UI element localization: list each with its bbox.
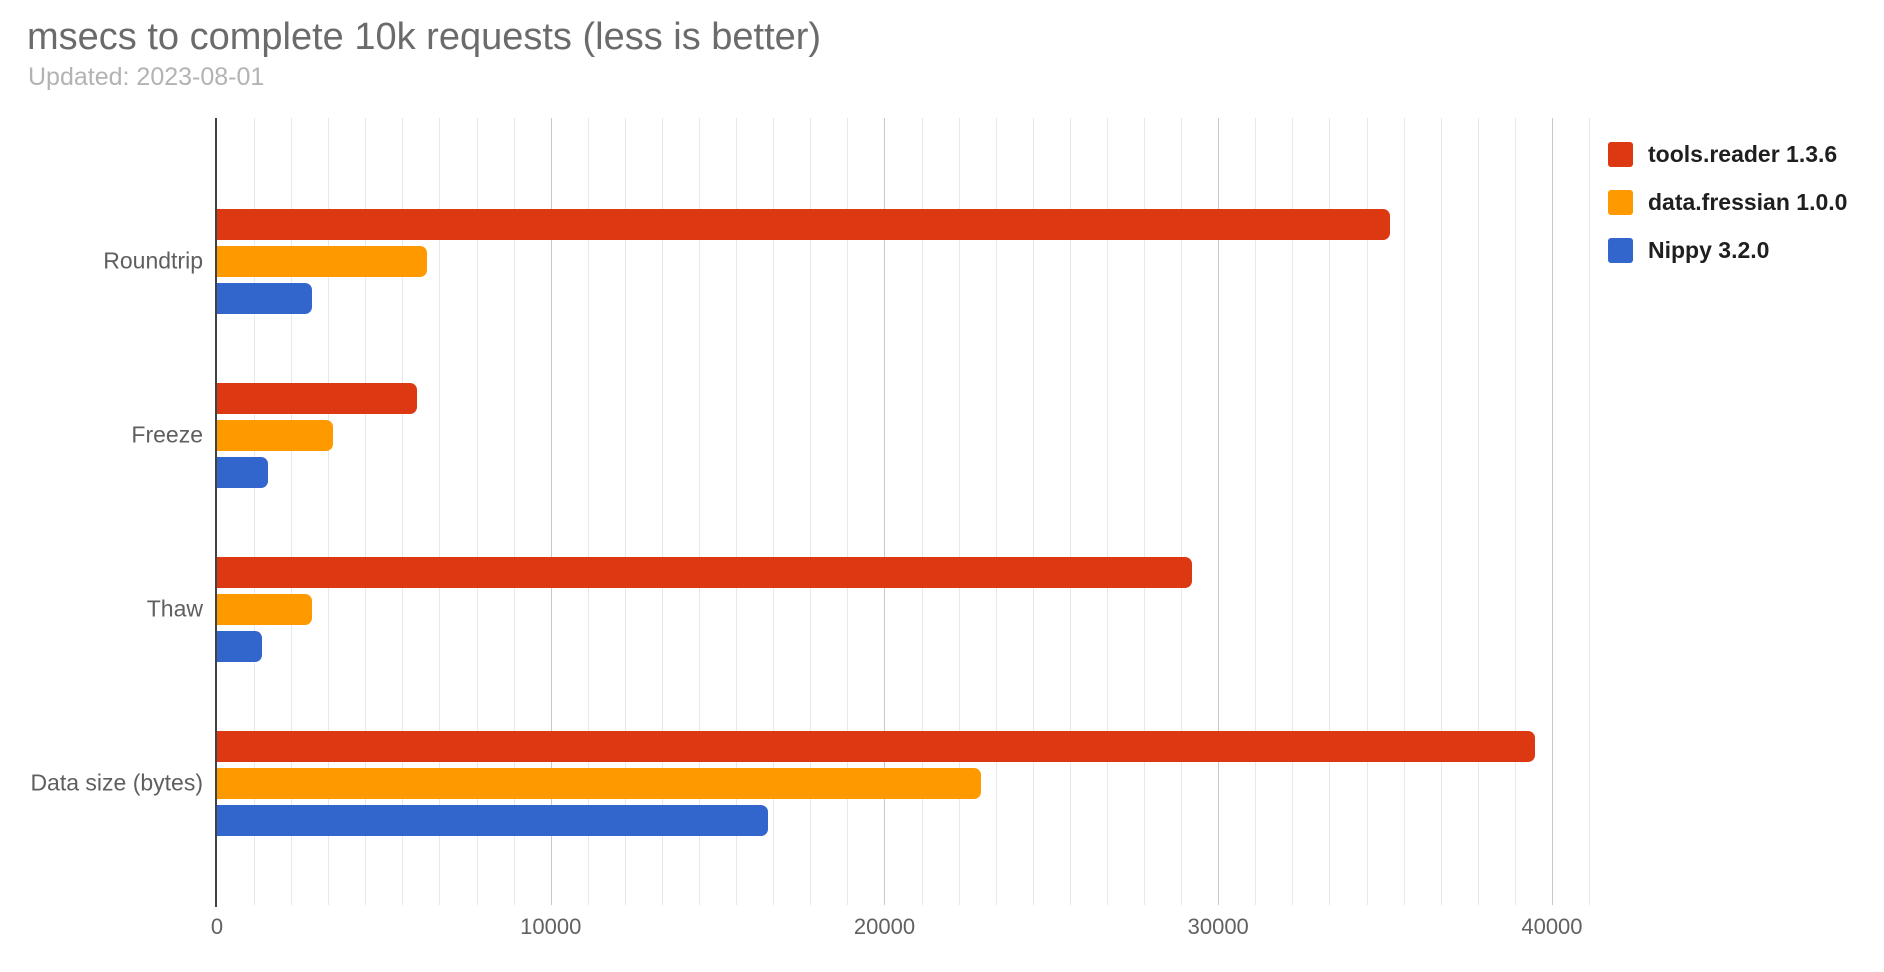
legend-label-tools-reader-1-3-6: tools.reader 1.3.6 [1648, 141, 1838, 167]
bar-freeze-tools-reader-1-3-6[interactable] [217, 383, 418, 414]
minor-gridline [995, 118, 997, 905]
minor-gridline [661, 118, 663, 905]
minor-gridline [1366, 118, 1368, 905]
minor-gridline [921, 118, 923, 905]
bar-data-size-bytes-nippy-3-2-0[interactable] [217, 805, 768, 836]
plot-area: 0 10000 20000 30000 40000 Roundtrip Freeze Thaw… [30, 118, 1592, 939]
bar-freeze-data-fressian-1-0-0[interactable] [217, 420, 333, 451]
chart-subtitle: Updated: 2023-08-01 [28, 63, 265, 91]
bar-data-size-bytes-data-fressian-1-0-0[interactable] [217, 768, 982, 799]
minor-gridline [1477, 118, 1479, 905]
minor-gridline [1292, 118, 1294, 905]
minor-gridline [1106, 118, 1108, 905]
legend: tools.reader 1.3.6 data.fressian 1.0.0 Nip… [1608, 141, 1847, 264]
minor-gridline [1589, 118, 1591, 905]
x-tick-label-10000: 10000 [520, 914, 582, 939]
minor-gridline [254, 118, 256, 905]
x-tick-label-30000: 30000 [1187, 914, 1249, 939]
minor-gridline [476, 118, 478, 905]
major-gridline [550, 118, 552, 905]
x-tick-label-40000: 40000 [1521, 914, 1583, 939]
category-label-roundtrip: Roundtrip [103, 247, 203, 274]
minor-gridline [328, 118, 330, 905]
bar-thaw-nippy-3-2-0[interactable] [217, 631, 263, 662]
minor-gridline [847, 118, 849, 905]
minor-gridline [773, 118, 775, 905]
legend-label-data-fressian-1-0-0: data.fressian 1.0.0 [1648, 189, 1848, 215]
major-gridline [1551, 118, 1553, 905]
x-tick-label-20000: 20000 [853, 914, 916, 939]
minor-gridline [624, 118, 626, 905]
major-gridline [1218, 118, 1220, 905]
legend-swatch-data-fressian-1-0-0 [1608, 190, 1633, 215]
x-tick-label-0: 0 [210, 914, 224, 939]
bar-thaw-data-fressian-1-0-0[interactable] [217, 594, 312, 625]
minor-gridline [1514, 118, 1516, 905]
legend-item-tools-reader-1-3-6: tools.reader 1.3.6 [1608, 141, 1847, 168]
minor-gridline [1181, 118, 1183, 905]
minor-gridline [958, 118, 960, 905]
bar-data-size-bytes-tools-reader-1-3-6[interactable] [217, 731, 1536, 762]
bar-roundtrip-data-fressian-1-0-0[interactable] [217, 246, 428, 277]
minor-gridline [736, 118, 738, 905]
category-label-freeze: Freeze [131, 421, 203, 448]
legend-swatch-tools-reader-1-3-6 [1608, 142, 1633, 167]
legend-item-data-fressian-1-0-0: data.fressian 1.0.0 [1608, 189, 1847, 216]
minor-gridline [439, 118, 441, 905]
legend-label-nippy-3-2-0: Nippy 3.2.0 [1648, 237, 1770, 263]
minor-gridline [699, 118, 701, 905]
legend-item-nippy-3-2-0: Nippy 3.2.0 [1608, 237, 1847, 264]
minor-gridline [587, 118, 589, 905]
major-gridline [884, 118, 886, 905]
minor-gridline [365, 118, 367, 905]
minor-gridline [1069, 118, 1071, 905]
minor-gridline [1032, 118, 1034, 905]
minor-gridline [1255, 118, 1257, 905]
category-label-thaw: Thaw [146, 595, 203, 622]
minor-gridline [402, 118, 404, 905]
legend-swatch-nippy-3-2-0 [1608, 238, 1633, 263]
bar-freeze-nippy-3-2-0[interactable] [217, 457, 268, 488]
bar-thaw-tools-reader-1-3-6[interactable] [217, 557, 1192, 588]
y-axis-line [215, 118, 217, 907]
minor-gridline [1329, 118, 1331, 905]
chart-title: msecs to complete 10k requests (less is … [27, 16, 822, 58]
bar-roundtrip-tools-reader-1-3-6[interactable] [217, 209, 1391, 240]
category-label-data-size-bytes: Data size (bytes) [30, 769, 203, 796]
minor-gridline [1144, 118, 1146, 905]
minor-gridline [513, 118, 515, 905]
minor-gridline [1403, 118, 1405, 905]
bar-roundtrip-nippy-3-2-0[interactable] [217, 283, 312, 314]
minor-gridline [1440, 118, 1442, 905]
minor-gridline [291, 118, 293, 905]
minor-gridline [810, 118, 812, 905]
